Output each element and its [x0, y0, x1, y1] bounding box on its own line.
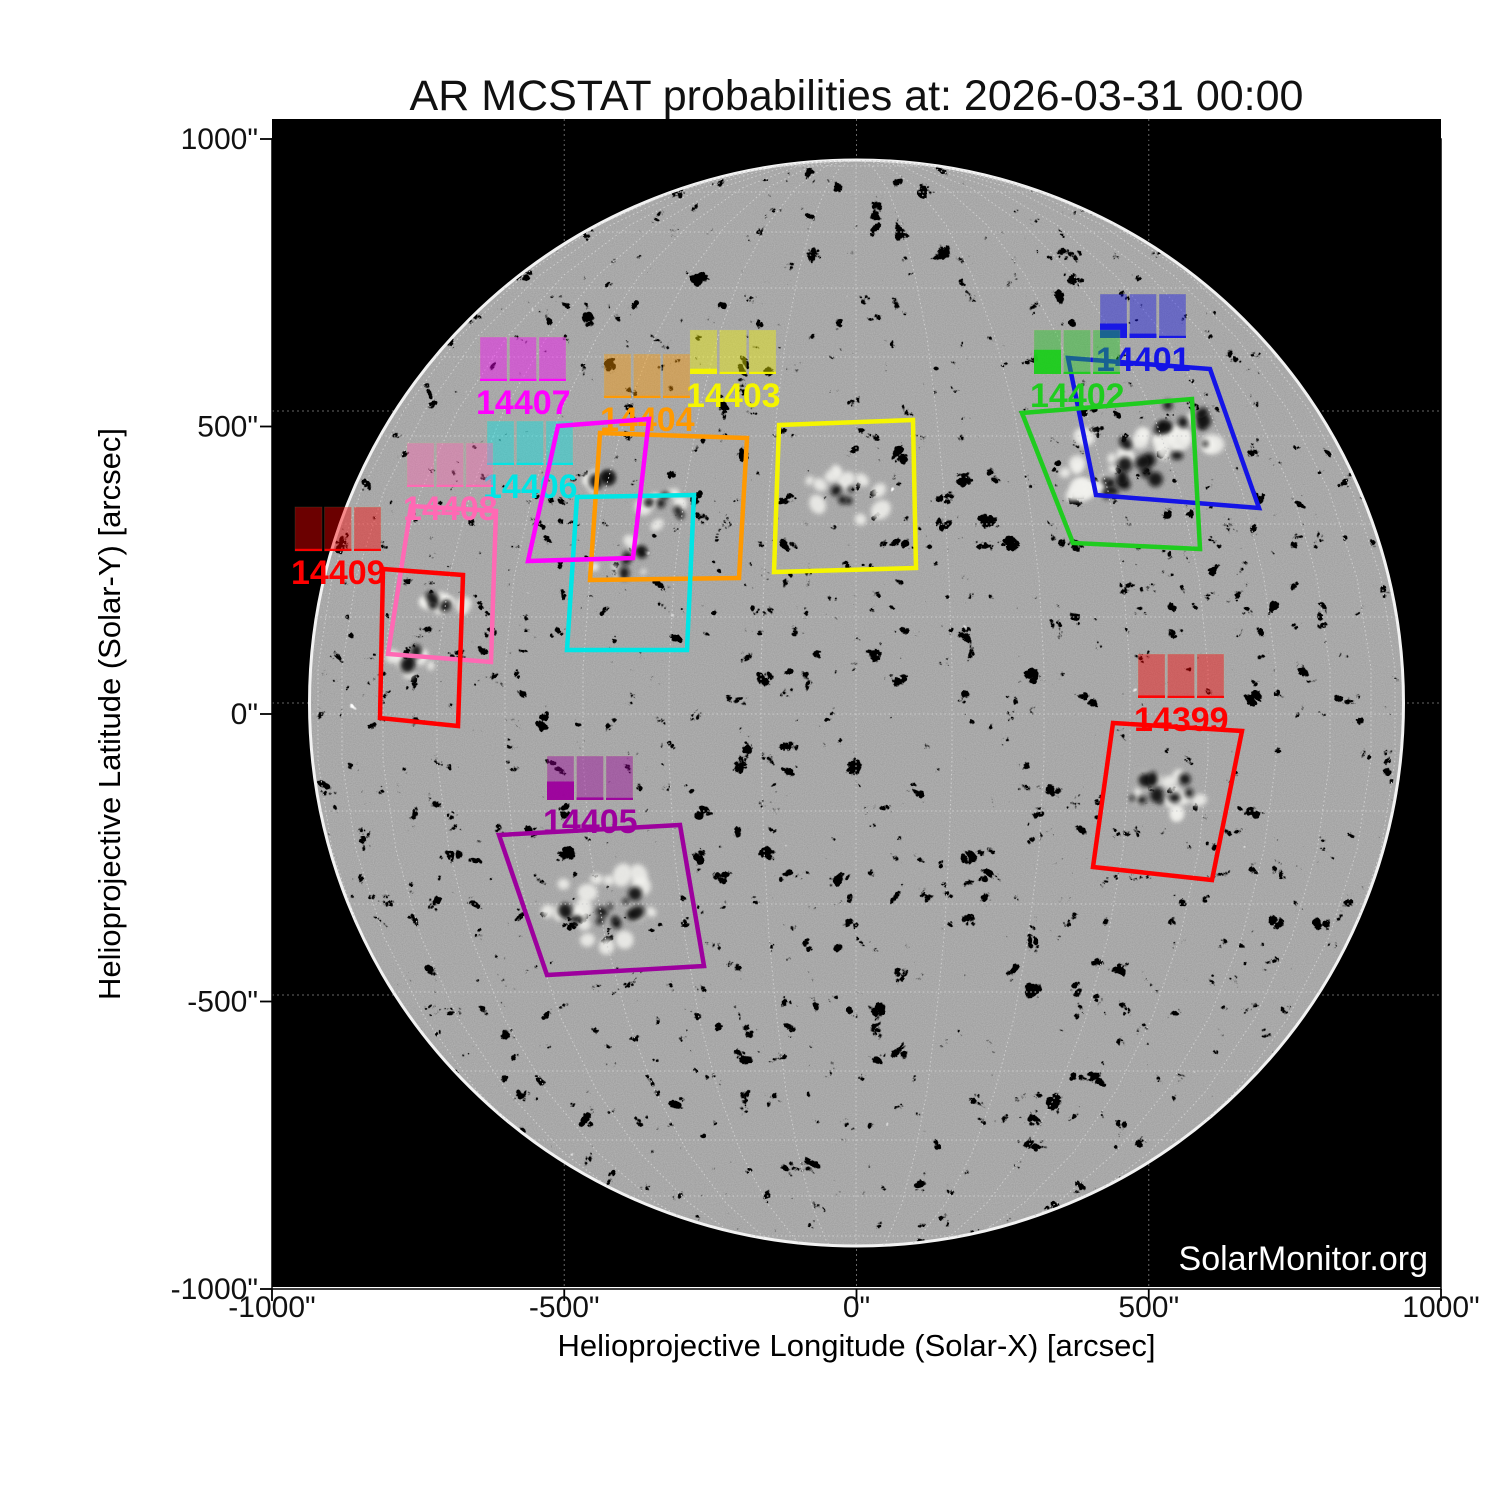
svg-text:14405: 14405 — [543, 803, 638, 841]
svg-text:0": 0" — [231, 698, 258, 731]
svg-text:500": 500" — [197, 411, 258, 444]
svg-text:500": 500" — [1118, 1291, 1179, 1324]
svg-text:Helioprojective Latitude (Sola: Helioprojective Latitude (Solar-Y) [arcs… — [92, 428, 127, 1000]
svg-text:14399: 14399 — [1134, 701, 1229, 739]
svg-text:14409: 14409 — [291, 554, 386, 592]
svg-text:Helioprojective Longitude (Sol: Helioprojective Longitude (Solar-X) [arc… — [558, 1328, 1156, 1363]
svg-text:-500": -500" — [529, 1291, 600, 1324]
svg-text:14402: 14402 — [1030, 377, 1125, 415]
svg-text:0": 0" — [843, 1291, 870, 1324]
svg-text:1000": 1000" — [1402, 1291, 1479, 1324]
svg-text:-1000": -1000" — [228, 1291, 315, 1324]
svg-text:14403: 14403 — [686, 377, 781, 415]
svg-text:SolarMonitor.org: SolarMonitor.org — [1179, 1240, 1428, 1278]
svg-text:-500": -500" — [187, 986, 258, 1019]
svg-text:14408: 14408 — [403, 490, 498, 528]
svg-text:14407: 14407 — [476, 384, 571, 422]
svg-text:1000": 1000" — [181, 123, 258, 156]
